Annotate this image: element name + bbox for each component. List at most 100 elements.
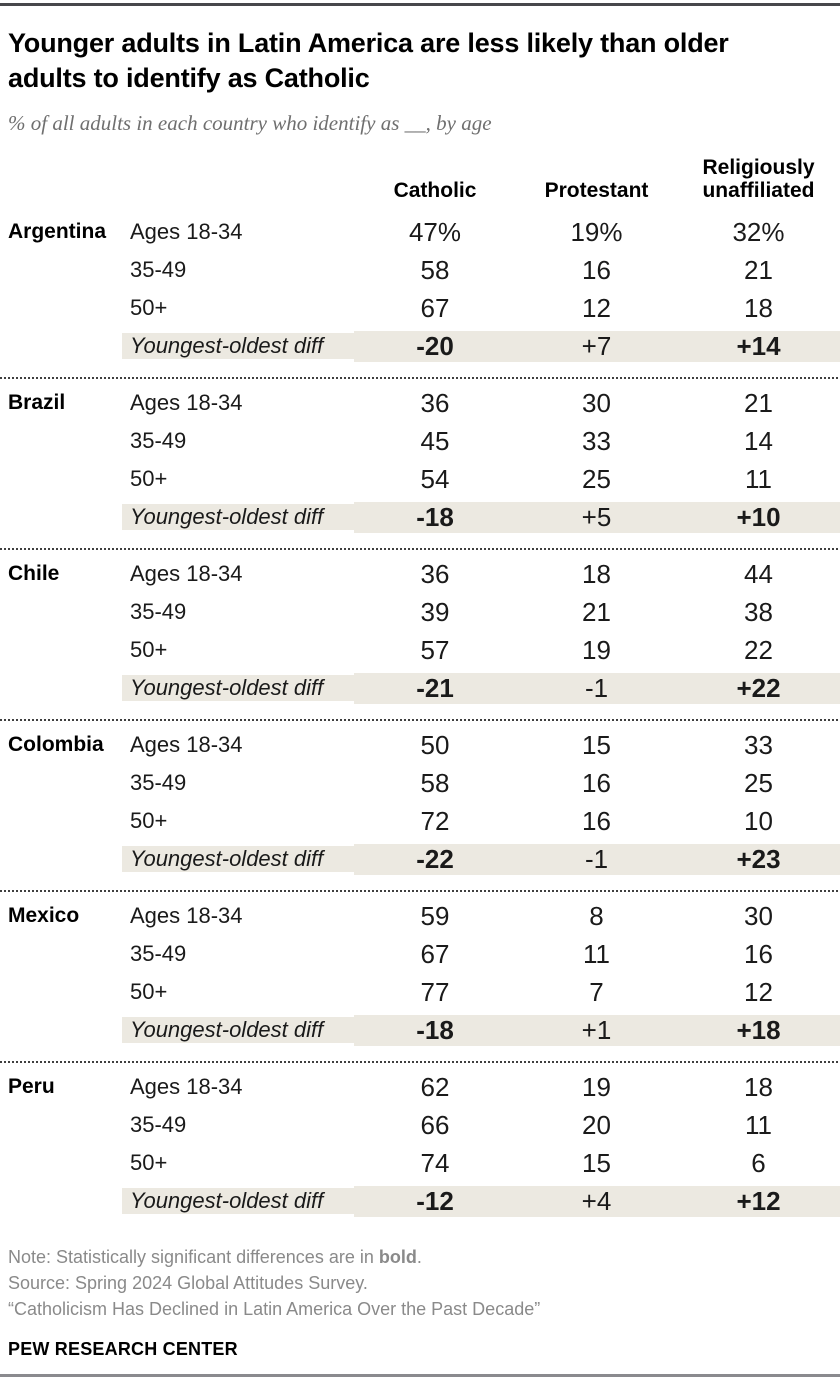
value-cell: 14 xyxy=(744,425,773,456)
age-group-label: 35-49 xyxy=(130,1112,187,1137)
diff-row: Youngest-oldest diff -12 +4 +12 xyxy=(0,1182,840,1220)
table-row: 35-49 67 11 16 xyxy=(0,935,840,973)
country-block-mexico: Mexico Ages 18-34 59 8 30 35-49 67 11 16… xyxy=(0,892,840,1061)
value-cell: 59 xyxy=(420,900,450,931)
age-group-label: 35-49 xyxy=(130,770,187,795)
diff-value: -12 xyxy=(354,1185,516,1217)
value-cell: 54 xyxy=(420,463,450,494)
age-group-label: Ages 18-34 xyxy=(130,561,243,586)
table-row: 50+ 67 12 18 xyxy=(0,289,840,327)
dotted-separator xyxy=(0,377,840,379)
table-row: 50+ 72 16 10 xyxy=(0,802,840,840)
value-cell: 22 xyxy=(744,634,773,665)
value-cell: 77 xyxy=(420,976,450,1007)
table-row: Brazil Ages 18-34 36 30 21 xyxy=(0,384,840,422)
diff-value: -1 xyxy=(516,843,677,875)
value-cell: 10 xyxy=(744,805,773,836)
value-cell: 18 xyxy=(582,558,611,589)
age-group-label: 50+ xyxy=(130,295,168,320)
note-bold-word: bold xyxy=(378,1247,417,1267)
dotted-separator xyxy=(0,719,840,721)
value-cell: 67 xyxy=(420,292,450,323)
value-cell: 25 xyxy=(744,767,773,798)
column-header-row: Catholic Protestant Religiously unaffili… xyxy=(0,156,840,208)
note-suffix: . xyxy=(416,1247,422,1267)
diff-label: Youngest-oldest diff xyxy=(122,504,354,530)
value-cell: 36 xyxy=(420,558,450,589)
value-cell: 74 xyxy=(420,1147,450,1178)
value-cell: 67 xyxy=(420,938,450,969)
age-group-label: 50+ xyxy=(130,1150,168,1175)
table-row: Argentina Ages 18-34 47% 19% 32% xyxy=(0,213,840,251)
value-cell: 32% xyxy=(732,216,785,247)
value-cell: 20 xyxy=(582,1109,611,1140)
value-cell: 8 xyxy=(589,900,604,931)
table-row: Peru Ages 18-34 62 19 18 xyxy=(0,1068,840,1106)
pew-research-center-brand: PEW RESEARCH CENTER xyxy=(8,1339,238,1359)
diff-row: Youngest-oldest diff -18 +1 +18 xyxy=(0,1011,840,1049)
diff-value: -18 xyxy=(354,501,516,533)
value-cell: 36 xyxy=(420,387,450,418)
table-row: 50+ 77 7 12 xyxy=(0,973,840,1011)
country-block-peru: Peru Ages 18-34 62 19 18 35-49 66 20 11 … xyxy=(0,1063,840,1232)
value-cell: 62 xyxy=(420,1071,450,1102)
diff-label: Youngest-oldest diff xyxy=(122,846,354,872)
diff-row: Youngest-oldest diff -18 +5 +10 xyxy=(0,498,840,536)
table-row: Colombia Ages 18-34 50 15 33 xyxy=(0,726,840,764)
age-group-label: Ages 18-34 xyxy=(130,1074,243,1099)
chart-title: Younger adults in Latin America are less… xyxy=(8,28,729,93)
bottom-rule xyxy=(0,1374,840,1377)
country-name: Chile xyxy=(8,562,60,585)
diff-label: Youngest-oldest diff xyxy=(122,1188,354,1214)
age-group-label: 50+ xyxy=(130,637,168,662)
age-group-label: 35-49 xyxy=(130,257,187,282)
age-group-label: 35-49 xyxy=(130,941,187,966)
diff-value: +23 xyxy=(677,843,840,875)
diff-label: Youngest-oldest diff xyxy=(122,1017,354,1043)
value-cell: 6 xyxy=(751,1147,766,1178)
diff-value: -22 xyxy=(354,843,516,875)
diff-value: +10 xyxy=(677,501,840,533)
diff-value: +22 xyxy=(677,672,840,704)
column-header-catholic: Catholic xyxy=(393,179,477,202)
diff-value: +12 xyxy=(677,1185,840,1217)
diff-value: +7 xyxy=(516,330,677,362)
value-cell: 38 xyxy=(744,596,773,627)
value-cell: 16 xyxy=(582,805,611,836)
dotted-separator xyxy=(0,1061,840,1063)
value-cell: 21 xyxy=(582,596,611,627)
diff-value: +14 xyxy=(677,330,840,362)
value-cell: 47% xyxy=(408,216,462,247)
table-row: 35-49 45 33 14 xyxy=(0,422,840,460)
table-row: 50+ 54 25 11 xyxy=(0,460,840,498)
data-table: Catholic Protestant Religiously unaffili… xyxy=(0,156,840,1232)
footer: Note: Statistically significant differen… xyxy=(8,1244,832,1360)
country-name: Peru xyxy=(8,1075,55,1098)
diff-label: Youngest-oldest diff xyxy=(122,675,354,701)
note-prefix: Note: Statistically significant differen… xyxy=(8,1247,379,1267)
table-row: 35-49 66 20 11 xyxy=(0,1106,840,1144)
country-block-colombia: Colombia Ages 18-34 50 15 33 35-49 58 16… xyxy=(0,721,840,890)
age-group-label: Ages 18-34 xyxy=(130,732,243,757)
table-row: 50+ 57 19 22 xyxy=(0,631,840,669)
diff-row: Youngest-oldest diff -22 -1 +23 xyxy=(0,840,840,878)
age-group-label: 50+ xyxy=(130,466,168,491)
table-row: 35-49 39 21 38 xyxy=(0,593,840,631)
diff-value: +4 xyxy=(516,1185,677,1217)
value-cell: 15 xyxy=(582,729,611,760)
table-row: Mexico Ages 18-34 59 8 30 xyxy=(0,897,840,935)
diff-row: Youngest-oldest diff -20 +7 +14 xyxy=(0,327,840,365)
country-name: Brazil xyxy=(8,391,66,414)
diff-label: Youngest-oldest diff xyxy=(122,333,354,359)
value-cell: 21 xyxy=(744,254,773,285)
report-title-line: “Catholicism Has Declined in Latin Ameri… xyxy=(8,1299,541,1319)
value-cell: 7 xyxy=(589,976,604,1007)
age-group-label: 35-49 xyxy=(130,599,187,624)
country-name: Mexico xyxy=(8,904,80,927)
table-row: 50+ 74 15 6 xyxy=(0,1144,840,1182)
value-cell: 12 xyxy=(582,292,611,323)
column-header-protestant: Protestant xyxy=(544,179,649,202)
diff-value: +1 xyxy=(516,1014,677,1046)
note-line: Note: Statistically significant differen… xyxy=(8,1244,832,1270)
value-cell: 39 xyxy=(420,596,450,627)
